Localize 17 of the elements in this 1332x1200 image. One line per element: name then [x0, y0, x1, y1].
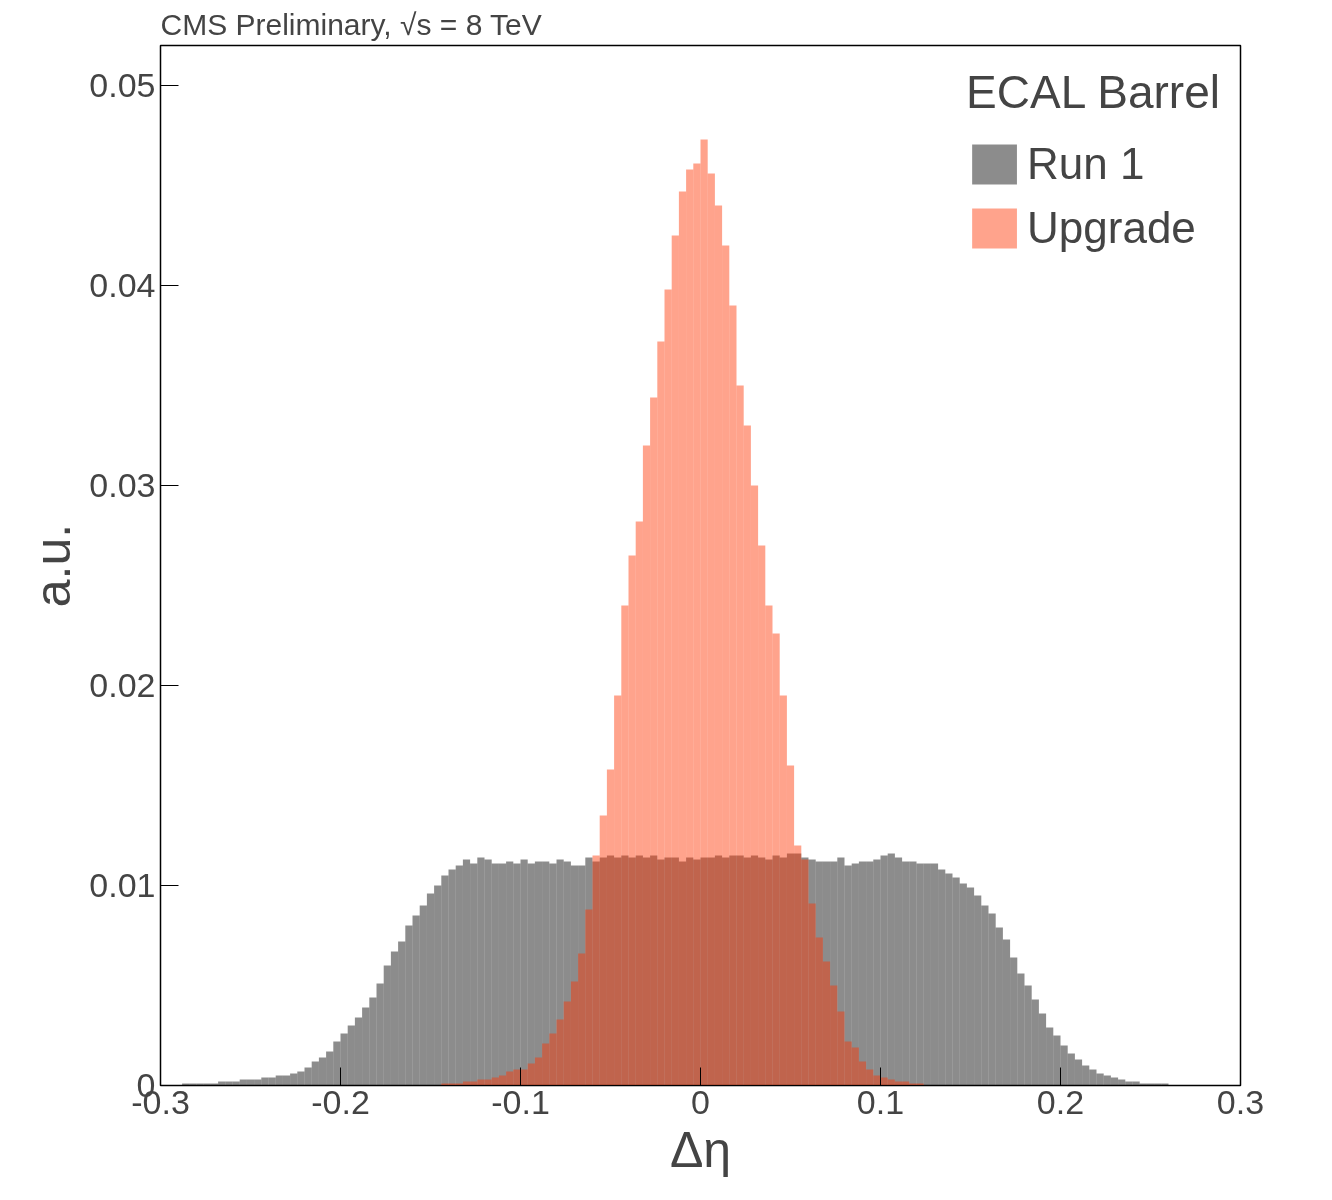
- y-axis-title: a.u.: [25, 523, 82, 608]
- legend-title: ECAL Barrel: [966, 65, 1220, 119]
- x-tick-label: -0.2: [311, 1082, 370, 1121]
- x-tick-label: 0: [691, 1082, 710, 1121]
- y-tick-label: 0.02: [89, 666, 156, 704]
- y-tick-label: 0.03: [89, 466, 156, 504]
- x-tick-label: 0.2: [1036, 1082, 1085, 1121]
- legend-label: Upgrade: [1027, 203, 1196, 253]
- legend-label: Run 1: [1027, 139, 1145, 189]
- x-tick-label: -0.1: [491, 1082, 550, 1121]
- y-tick-label: 0.05: [89, 66, 156, 104]
- x-axis-title: Δη: [669, 1121, 732, 1178]
- x-tick-label: 0.3: [1216, 1082, 1265, 1121]
- chart-title: CMS Preliminary, √s = 8 TeV: [160, 7, 542, 41]
- y-tick-label: 0.04: [89, 266, 156, 304]
- x-tick-label: 0.1: [856, 1082, 905, 1121]
- y-tick-label: 0.01: [89, 866, 156, 904]
